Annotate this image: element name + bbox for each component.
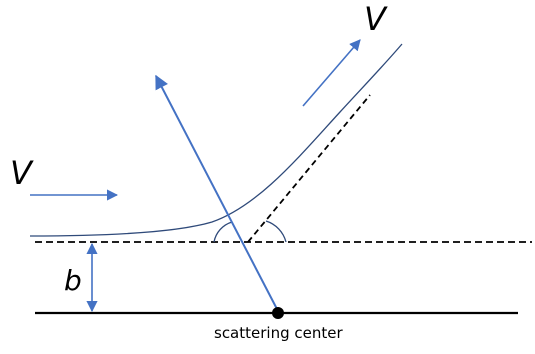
impact-parameter-label: b [64, 264, 82, 297]
radial-arrow [155, 74, 279, 312]
velocity-out-label: V [364, 0, 388, 38]
deflection-angle-arc-right [265, 220, 287, 243]
scattering-center-dot [272, 307, 284, 319]
velocity-in-label: V [10, 154, 34, 192]
deflection-angle-arc-left [213, 221, 233, 243]
scattering-center-label: scattering center [214, 324, 343, 342]
outgoing-velocity-arrow [302, 39, 361, 107]
particle-trajectory [29, 43, 403, 237]
outgoing-asymptote-dashed [247, 94, 371, 243]
